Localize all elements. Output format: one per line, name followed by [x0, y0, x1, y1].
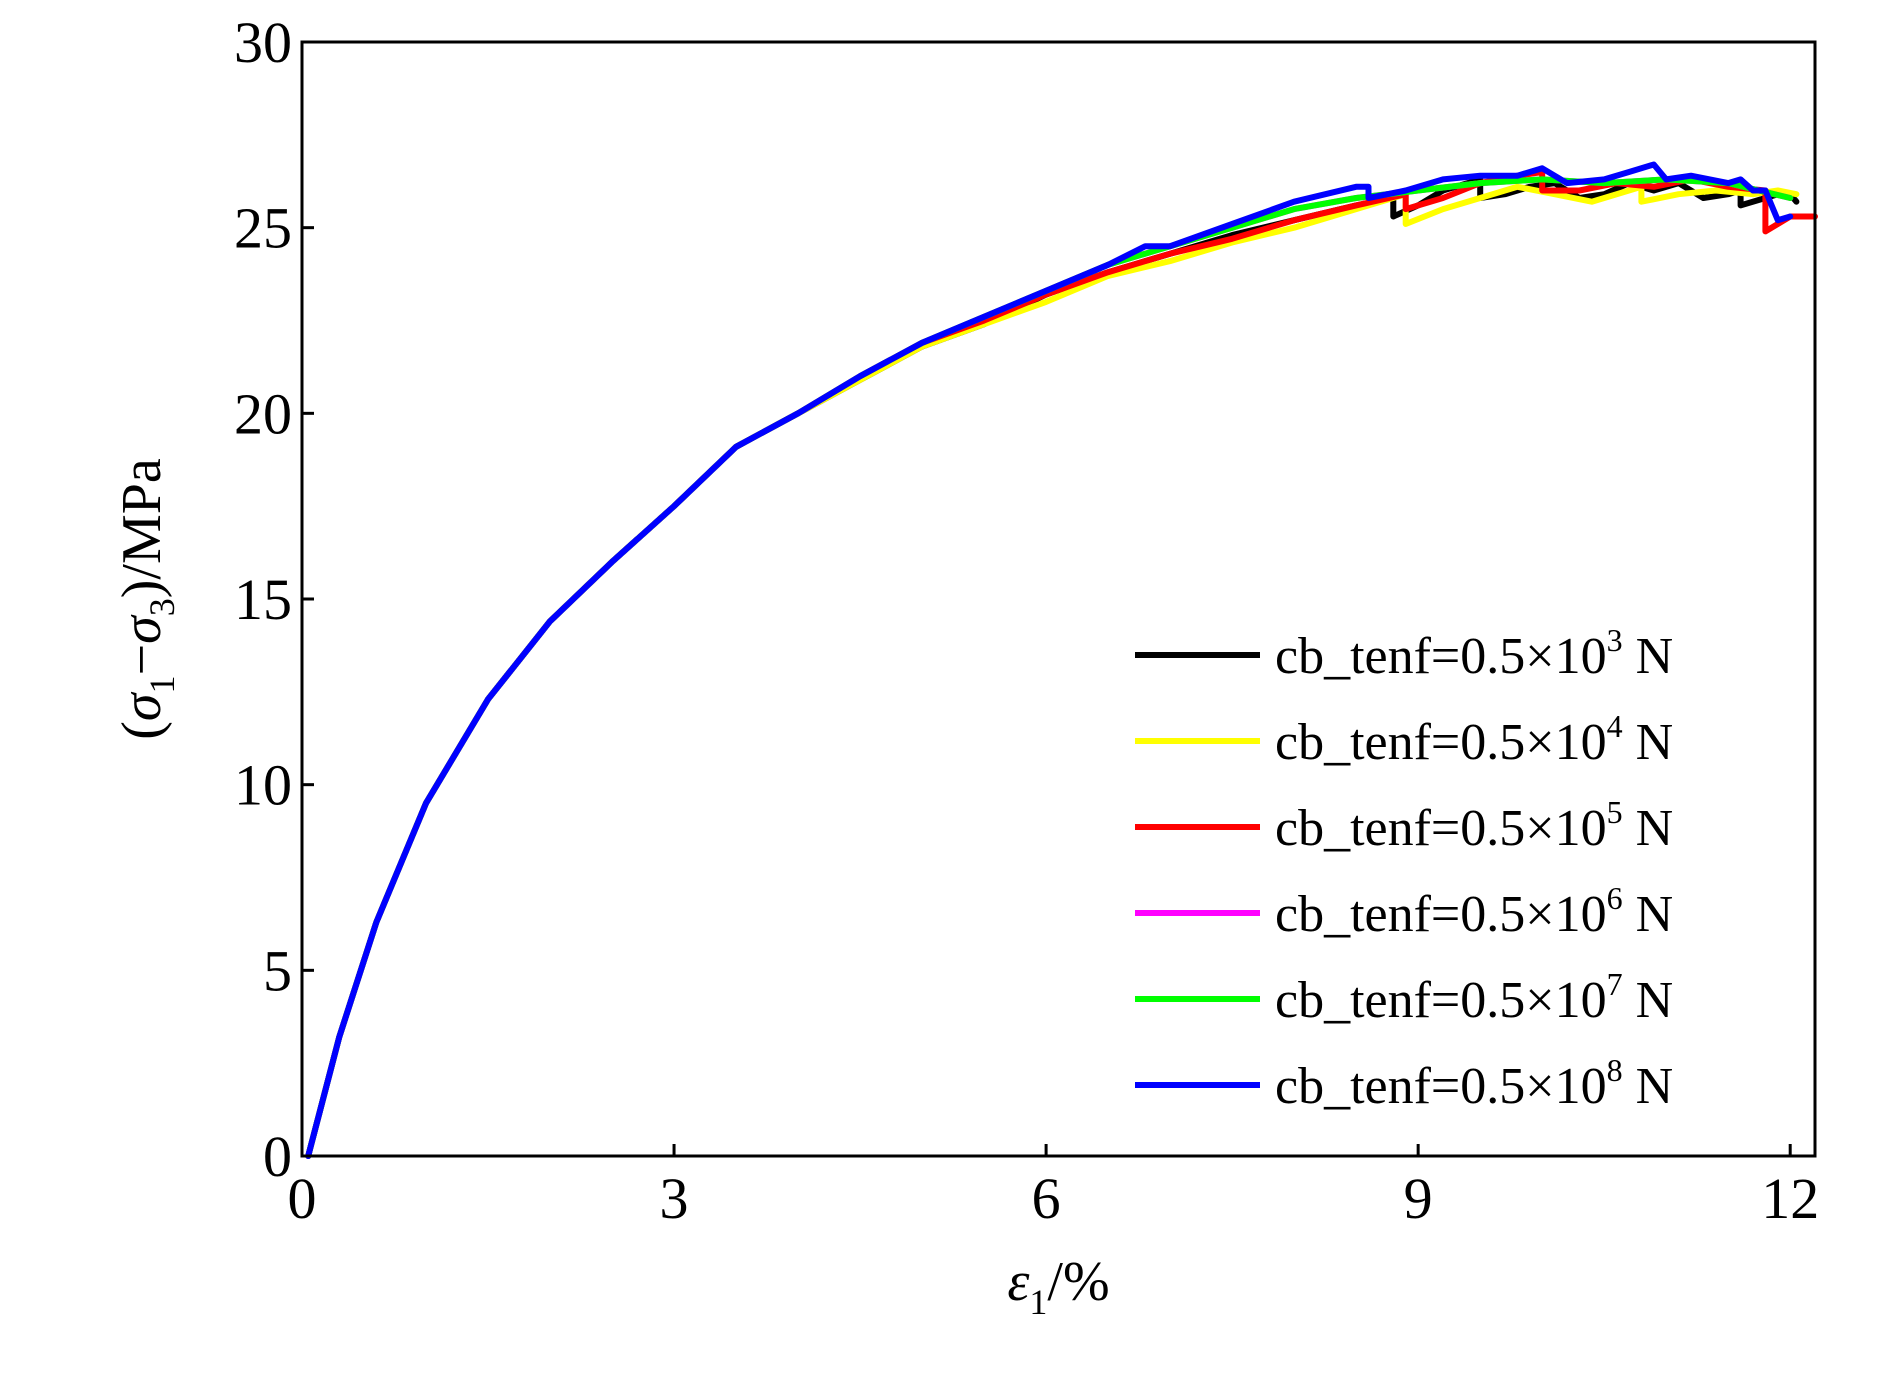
- legend-label-unit: N: [1623, 886, 1674, 943]
- legend-label-5: cb_tenf=0.5×107 N: [1275, 966, 1673, 1029]
- legend-label-exponent: 7: [1607, 966, 1623, 1002]
- y-axis-sub1: 1: [142, 675, 182, 693]
- y-axis-open: (: [111, 721, 173, 740]
- legend-label-unit: N: [1623, 800, 1674, 857]
- y-axis-title: (σ1−σ3)/MPa: [111, 458, 182, 740]
- y-tick-label-0: 0: [263, 1124, 292, 1189]
- legend-label-main: cb_tenf=0.5×10: [1275, 1058, 1607, 1115]
- x-tick-label-12: 12: [1761, 1166, 1819, 1231]
- x-tick-label-3: 3: [660, 1166, 689, 1231]
- y-axis-sub3: 3: [142, 598, 182, 616]
- legend-label-unit: N: [1623, 1058, 1674, 1115]
- x-axis-title: ε1/%: [1007, 1251, 1109, 1322]
- y-axis-suffix: )/MPa: [111, 458, 173, 598]
- y-tick-label-25: 25: [234, 196, 292, 261]
- axis-ticks: 0 3 6 9 12 0 5 10 15 20 25 30: [234, 10, 1819, 1231]
- y-tick-label-5: 5: [263, 938, 292, 1003]
- x-axis-suffix: /%: [1047, 1251, 1109, 1313]
- legend-label-unit: N: [1623, 628, 1674, 685]
- legend-label-3: cb_tenf=0.5×105 N: [1275, 794, 1673, 857]
- y-tick-label-10: 10: [234, 753, 292, 818]
- y-tick-label-15: 15: [234, 567, 292, 632]
- legend-label-unit: N: [1623, 714, 1674, 771]
- legend-label-main: cb_tenf=0.5×10: [1275, 800, 1607, 857]
- legend-label-main: cb_tenf=0.5×10: [1275, 714, 1607, 771]
- legend-label-unit: N: [1623, 972, 1674, 1029]
- x-tick-label-6: 6: [1032, 1166, 1061, 1231]
- y-axis-sigma1: σ: [111, 691, 173, 721]
- y-axis-dash: −: [111, 644, 173, 676]
- y-axis-sigma3: σ: [111, 614, 173, 644]
- series-line-6: [305, 161, 1794, 1159]
- x-tick-label-9: 9: [1404, 1166, 1433, 1231]
- x-axis-symbol: ε: [1007, 1251, 1030, 1313]
- legend-label-1: cb_tenf=0.5×103 N: [1275, 622, 1673, 685]
- legend-label-exponent: 8: [1607, 1052, 1623, 1088]
- series-lines: [305, 161, 1818, 1159]
- legend-label-2: cb_tenf=0.5×104 N: [1275, 708, 1673, 771]
- legend-label-main: cb_tenf=0.5×10: [1275, 972, 1607, 1029]
- legend-label-exponent: 5: [1607, 794, 1623, 830]
- legend-label-exponent: 4: [1607, 708, 1623, 744]
- y-tick-label-20: 20: [234, 381, 292, 446]
- y-tick-label-30: 30: [234, 10, 292, 75]
- legend-label-main: cb_tenf=0.5×10: [1275, 628, 1607, 685]
- legend-label-exponent: 3: [1607, 622, 1623, 658]
- legend-label-6: cb_tenf=0.5×108 N: [1275, 1052, 1673, 1115]
- legend-label-exponent: 6: [1607, 880, 1623, 916]
- legend: cb_tenf=0.5×103 Ncb_tenf=0.5×104 Ncb_ten…: [1135, 622, 1673, 1115]
- x-axis-subscript: 1: [1029, 1282, 1047, 1322]
- legend-label-main: cb_tenf=0.5×10: [1275, 886, 1607, 943]
- legend-label-4: cb_tenf=0.5×106 N: [1275, 880, 1673, 943]
- x-tick-label-0: 0: [288, 1166, 317, 1231]
